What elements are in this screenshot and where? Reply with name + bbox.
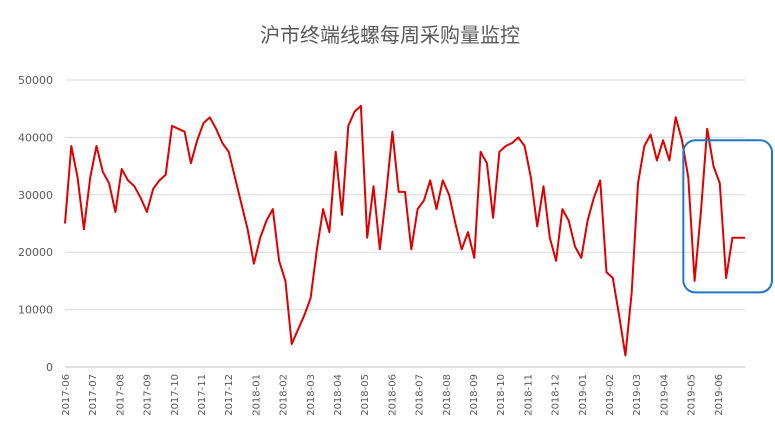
y-tick-label: 20000 (18, 246, 53, 259)
x-tick-label: 2018-06 (387, 374, 398, 416)
x-tick-label: 2017-09 (143, 374, 154, 416)
highlight-box (682, 139, 773, 294)
x-tick-label: 2018-03 (306, 374, 317, 416)
x-tick-label: 2019-06 (714, 374, 725, 416)
y-tick-label: 10000 (18, 304, 53, 317)
x-tick-label: 2019-05 (687, 374, 698, 416)
series-layer (64, 104, 745, 357)
y-axis-ticks: 0 10000 20000 30000 40000 50000 (18, 74, 53, 374)
y-tick-label: 40000 (18, 131, 53, 144)
x-tick-label: 2018-11 (523, 374, 534, 416)
x-tick-label: 2019-03 (632, 374, 643, 416)
x-axis: 2017-06 2017-07 2017-08 2017-09 2017-10 2017-… (61, 374, 725, 416)
x-tick-label: 2017-10 (170, 374, 181, 416)
x-tick-label: 2018-09 (469, 374, 480, 416)
series-line (64, 104, 745, 357)
gridlines (65, 79, 745, 368)
chart-title: 沪市终端线螺每周采购量监控 (260, 23, 520, 47)
x-tick-label: 2019-01 (578, 374, 589, 416)
y-tick-label: 0 (46, 361, 53, 374)
y-tick-label: 50000 (18, 74, 53, 87)
x-tick-label: 2017-07 (88, 374, 99, 416)
annotation-layer (682, 139, 773, 294)
x-tick-label: 2018-08 (442, 374, 453, 416)
x-tick-label: 2017-12 (224, 374, 235, 416)
x-tick-label: 2018-07 (415, 374, 426, 416)
x-tick-label: 2018-01 (251, 374, 262, 416)
x-tick-label: 2018-12 (551, 374, 562, 416)
x-tick-label: 2018-02 (279, 374, 290, 416)
y-tick-label: 30000 (18, 189, 53, 202)
x-tick-label: 2017-11 (197, 374, 208, 416)
x-tick-label: 2018-05 (360, 374, 371, 416)
x-tick-label: 2019-02 (605, 374, 616, 416)
x-tick-label: 2017-08 (115, 374, 126, 416)
x-tick-label: 2017-06 (61, 374, 72, 416)
x-tick-label: 2018-04 (333, 374, 344, 416)
x-tick-label: 2019-04 (659, 374, 670, 416)
x-tick-label: 2018-10 (496, 374, 507, 416)
